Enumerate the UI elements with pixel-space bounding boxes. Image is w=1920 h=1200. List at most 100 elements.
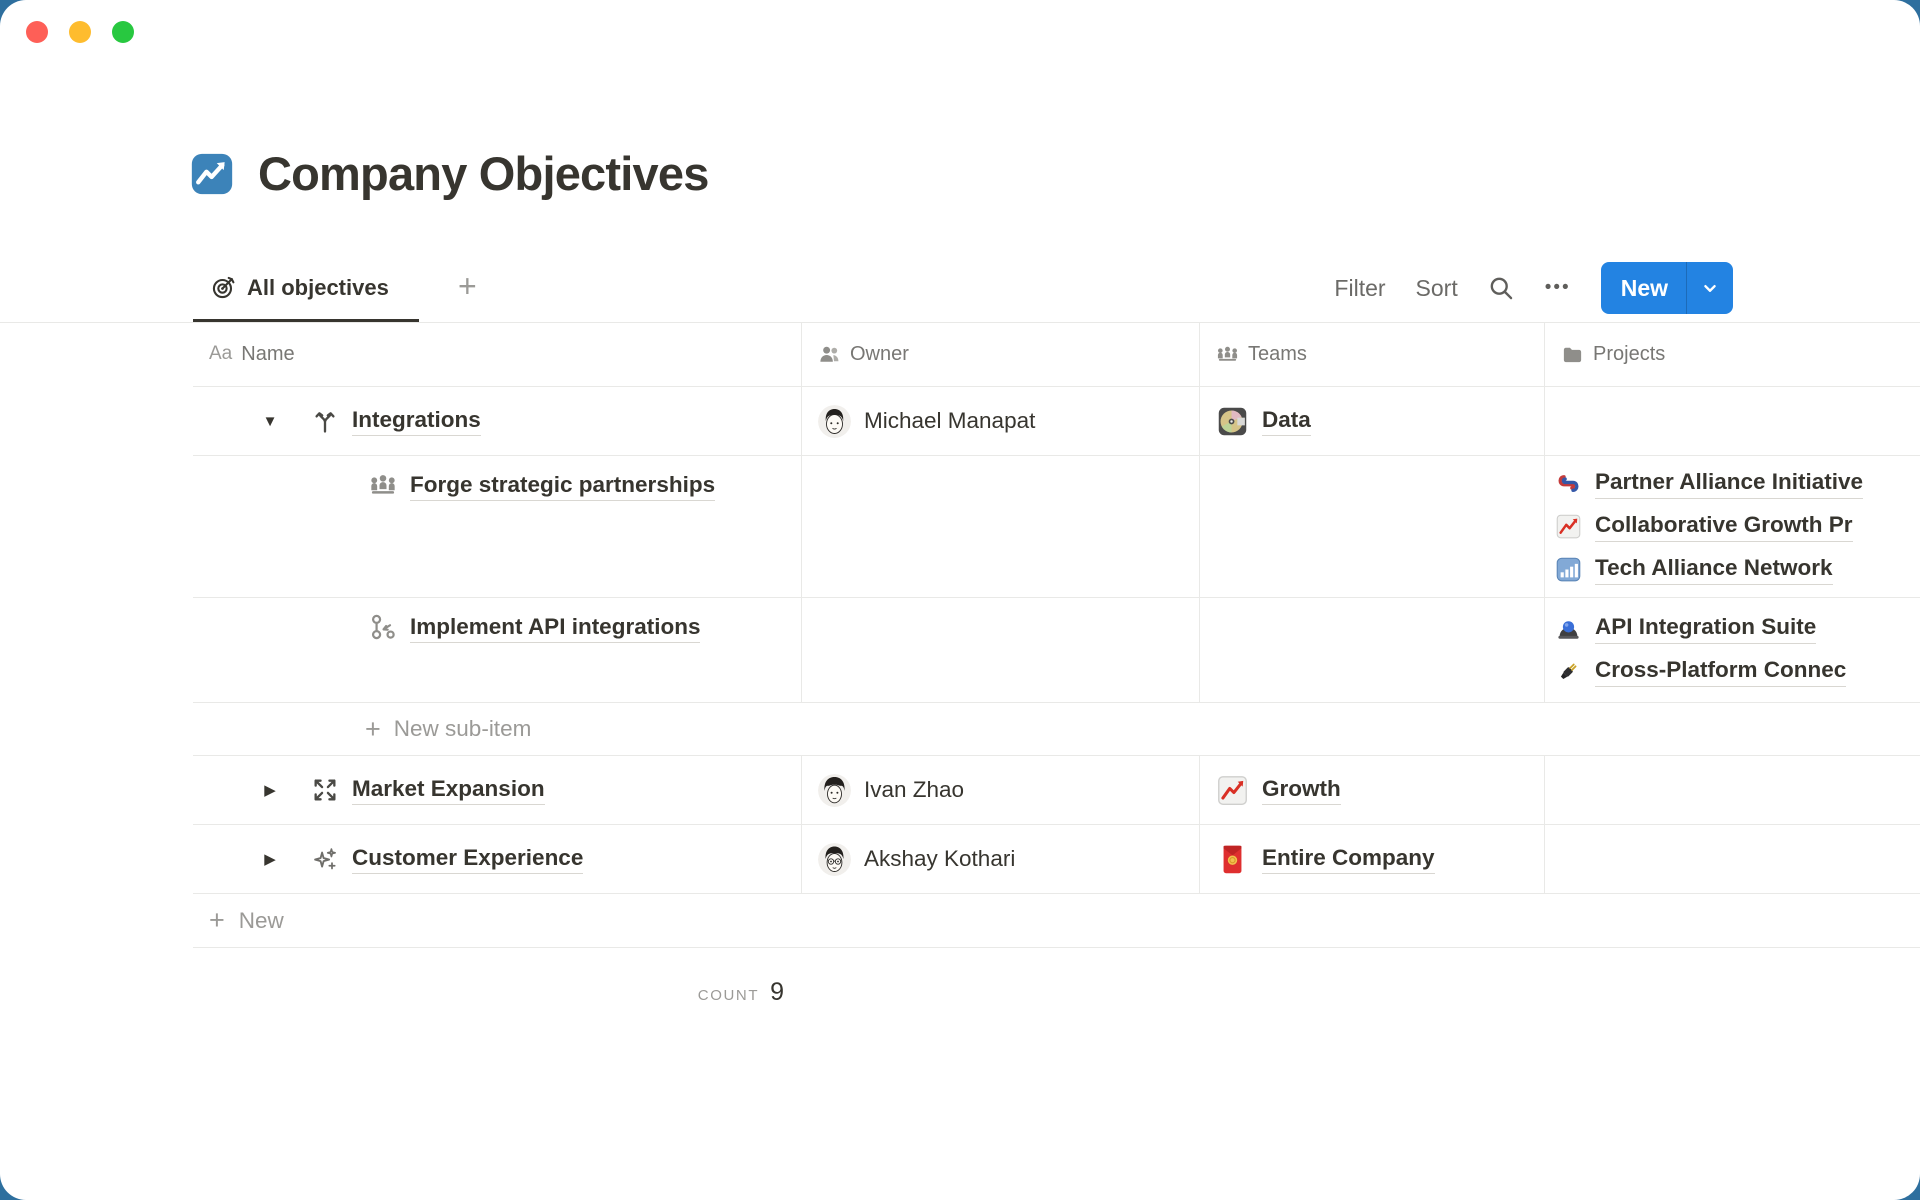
new-row[interactable]: + New	[193, 894, 1920, 948]
red-envelope-emoji	[1223, 845, 1242, 873]
table-row-customer-experience: ▶ Customer Experience	[193, 825, 1920, 894]
chart-increasing-emoji	[1218, 775, 1247, 805]
chart-increasing-emoji	[1556, 514, 1581, 539]
teams-cell[interactable]: Data	[1200, 387, 1545, 455]
project-item: API Integration Suite	[1555, 607, 1920, 650]
collapse-toggle[interactable]: ▼	[262, 412, 278, 430]
column-header-name[interactable]: Aa Name	[193, 322, 802, 386]
team-link[interactable]: Data	[1262, 406, 1311, 437]
projects-cell[interactable]: API Integration Suite Cross-Platform Con…	[1545, 598, 1920, 702]
plus-icon: +	[365, 713, 381, 744]
project-link[interactable]: Tech Alliance Network	[1595, 554, 1833, 585]
objective-link[interactable]: Implement API integrations	[410, 613, 701, 644]
text-property-icon: Aa	[209, 343, 233, 364]
name-cell[interactable]: ▶ Customer Experience	[193, 825, 802, 893]
page-header: Company Objectives	[190, 146, 709, 201]
add-view-button[interactable]: +	[458, 268, 477, 304]
column-header-projects[interactable]: Projects	[1545, 322, 1920, 386]
owner-cell[interactable]: Michael Manapat	[802, 387, 1200, 455]
new-button-group: New	[1600, 262, 1733, 314]
project-link[interactable]: Collaborative Growth Pr	[1595, 511, 1853, 542]
more-options-button[interactable]: •••	[1544, 277, 1571, 298]
sparkles-icon	[314, 848, 336, 870]
filter-button[interactable]: Filter	[1334, 274, 1386, 301]
new-button[interactable]: New	[1620, 274, 1668, 301]
name-cell[interactable]: ▼ Integrations	[193, 387, 802, 455]
new-sub-item-row[interactable]: + New sub-item	[193, 703, 1920, 756]
objective-link[interactable]: Market Expansion	[352, 775, 545, 806]
new-row-button[interactable]: + New	[209, 905, 284, 935]
page-chart-icon[interactable]	[190, 152, 234, 196]
plus-icon: +	[209, 905, 225, 935]
teams-cell[interactable]: Growth	[1200, 756, 1545, 824]
view-toolbar: Filter Sort ••• New	[1334, 256, 1733, 320]
table-header-row: Aa Name Owner Teams	[193, 322, 1920, 387]
name-cell[interactable]: Implement API integrations	[193, 598, 802, 702]
expand-toggle[interactable]: ▶	[264, 782, 276, 799]
avatar-akshay-kothari	[818, 842, 851, 876]
new-dropdown-button[interactable]	[1686, 262, 1733, 314]
project-link[interactable]: API Integration Suite	[1595, 613, 1817, 644]
people-meeting-icon	[371, 475, 395, 494]
objective-link[interactable]: Integrations	[352, 406, 481, 437]
owner-cell[interactable]	[802, 598, 1200, 702]
name-cell[interactable]: ▶ Market Expansion	[193, 756, 802, 824]
trackball-emoji	[1558, 621, 1579, 639]
team-link[interactable]: Entire Company	[1262, 844, 1435, 875]
tab-all-objectives[interactable]: All objectives	[193, 256, 419, 322]
teams-cell[interactable]	[1200, 598, 1545, 702]
minimize-window-button[interactable]	[69, 21, 91, 43]
table-row-market-expansion: ▶ Market Expansion	[193, 756, 1920, 825]
teams-cell[interactable]	[1200, 456, 1545, 597]
search-icon[interactable]	[1488, 275, 1515, 302]
view-tabs-bar: All objectives + Filter Sort ••• New	[0, 256, 1920, 323]
sort-button[interactable]: Sort	[1415, 274, 1458, 301]
table-row-integrations: ▼ Integrations Michael Manapat	[193, 387, 1920, 456]
objective-link[interactable]: Customer Experience	[352, 844, 584, 875]
page-title: Company Objectives	[258, 147, 709, 200]
window-controls	[26, 21, 134, 43]
owner-name: Ivan Zhao	[864, 777, 965, 802]
project-item: Cross-Platform Connec	[1555, 650, 1920, 693]
electric-plug-emoji	[1560, 663, 1577, 680]
computer-disk-emoji	[1218, 407, 1247, 435]
objectives-table: Aa Name Owner Teams	[0, 322, 1920, 1007]
column-header-teams[interactable]: Teams	[1200, 322, 1545, 386]
count-label: COUNT	[697, 987, 760, 1004]
project-item: Tech Alliance Network	[1555, 548, 1920, 591]
owner-name: Michael Manapat	[864, 408, 1036, 433]
tab-label: All objectives	[247, 274, 389, 300]
new-sub-item-button[interactable]: + New sub-item	[365, 713, 532, 744]
owner-cell[interactable]: Akshay Kothari	[802, 825, 1200, 893]
project-link[interactable]: Partner Alliance Initiative	[1595, 468, 1864, 499]
workflow-nodes-icon	[371, 614, 395, 640]
teams-cell[interactable]: Entire Company	[1200, 825, 1545, 893]
owner-cell[interactable]	[802, 456, 1200, 597]
projects-cell[interactable]	[1545, 756, 1920, 824]
owner-name: Akshay Kothari	[864, 846, 1016, 871]
objective-link[interactable]: Forge strategic partnerships	[410, 471, 716, 502]
projects-cell[interactable]: Partner Alliance Initiative Collaborativ…	[1545, 456, 1920, 597]
people-icon	[1217, 346, 1238, 361]
table-row-forge-strategic-partnerships: Forge strategic partnerships Partner All…	[193, 456, 1920, 598]
split-arrows-icon	[315, 412, 335, 433]
project-item: Collaborative Growth Pr	[1555, 505, 1920, 548]
projects-cell[interactable]	[1545, 825, 1920, 893]
table-row-implement-api-integrations: Implement API integrations API Integrati…	[193, 598, 1920, 703]
owner-cell[interactable]: Ivan Zhao	[802, 756, 1200, 824]
project-item: Partner Alliance Initiative	[1555, 462, 1920, 505]
column-calculation[interactable]: COUNT 9	[193, 978, 784, 1007]
column-header-owner[interactable]: Owner	[802, 322, 1200, 386]
team-link[interactable]: Growth	[1262, 775, 1341, 806]
fullscreen-window-button[interactable]	[112, 21, 134, 43]
target-icon	[212, 276, 235, 299]
person-icon	[820, 346, 839, 362]
project-link[interactable]: Cross-Platform Connec	[1595, 656, 1847, 687]
folder-icon	[1563, 347, 1582, 362]
expand-arrows-icon	[314, 779, 336, 801]
name-cell[interactable]: Forge strategic partnerships	[193, 456, 802, 597]
projects-cell[interactable]	[1545, 387, 1920, 455]
avatar-michael-manapat	[818, 404, 851, 438]
expand-toggle[interactable]: ▶	[264, 851, 276, 868]
close-window-button[interactable]	[26, 21, 48, 43]
